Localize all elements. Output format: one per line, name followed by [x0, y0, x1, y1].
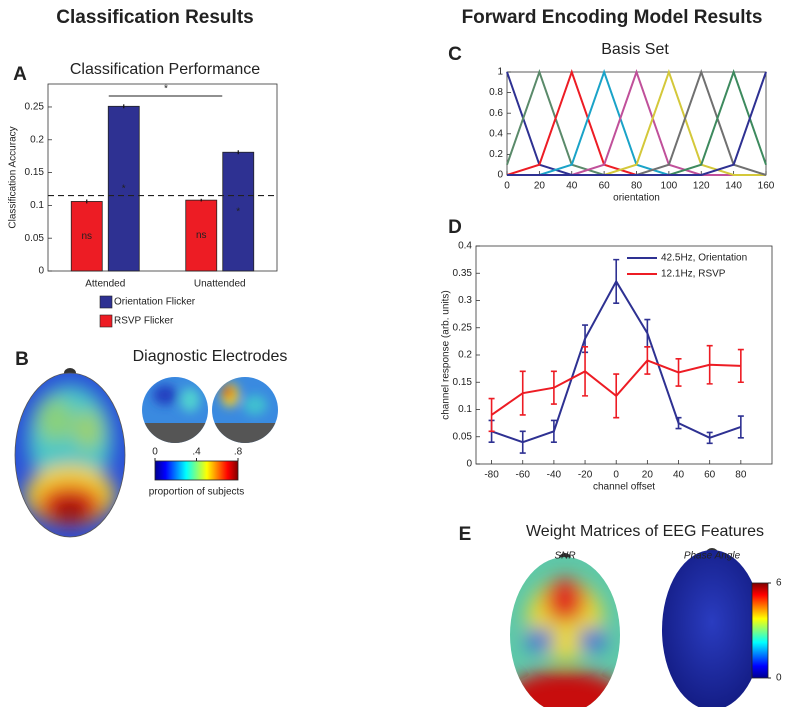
y-tick-label: 0.35	[453, 268, 473, 279]
y-tick-label: 0.1	[30, 200, 44, 211]
y-tick-label: 0	[38, 266, 44, 277]
legend-swatch	[99, 295, 113, 309]
bar-label: ns	[81, 231, 92, 242]
colorbar-tick-label: 6	[776, 578, 782, 589]
plot-frame	[47, 83, 278, 272]
y-tick-label: 0.2	[30, 134, 44, 145]
colorbar-tick-label: .8	[234, 447, 243, 458]
line	[507, 71, 767, 176]
x-axis-label: channel offset	[593, 482, 655, 493]
line	[507, 68, 767, 176]
chart-title: Basis Set	[601, 41, 669, 58]
y-tick-label: 0.8	[489, 87, 503, 98]
line	[507, 68, 767, 176]
y-tick-label: 0.05	[453, 431, 473, 442]
x-tick-label: 100	[661, 181, 678, 192]
y-tick-label: 0.6	[489, 108, 503, 119]
significance-label: *	[164, 84, 168, 95]
x-tick-label: 60	[599, 181, 611, 192]
legend-label: 12.1Hz, RSVP	[661, 269, 726, 280]
y-tick-label: 0.2	[458, 350, 472, 361]
x-tick-label: 80	[735, 470, 747, 481]
colorbar-tick-label: 0	[152, 447, 158, 458]
bar-label: ns	[196, 230, 207, 241]
bar-label: *	[236, 206, 240, 217]
y-axis-label: channel response (arb. units)	[441, 290, 452, 420]
line	[491, 359, 741, 416]
panel-letter: A	[13, 64, 27, 85]
line	[507, 68, 766, 176]
y-tick-label: 0	[466, 459, 472, 470]
y-tick-label: 0.2	[489, 149, 503, 160]
bar-label: *	[122, 183, 126, 194]
chart-title: Classification Performance	[70, 61, 260, 78]
colorbar	[154, 460, 239, 481]
scalp-map	[14, 368, 126, 538]
x-tick-label: 0	[504, 181, 510, 192]
y-tick-label: 0.15	[453, 377, 473, 388]
scalp-map	[142, 377, 278, 443]
panel-letter: D	[448, 217, 462, 238]
line	[507, 68, 766, 176]
x-tick-label: 140	[725, 181, 742, 192]
x-tick-label: -60	[516, 470, 531, 481]
y-tick-label: 0.4	[458, 241, 472, 252]
line	[506, 68, 766, 176]
section-header: Forward Encoding Model Results	[462, 7, 763, 28]
colorbar-tick-label: 0	[776, 673, 782, 684]
scalp-map	[510, 548, 762, 707]
plot-frame	[506, 71, 767, 176]
x-axis-label: orientation	[613, 193, 660, 204]
y-tick-label: 0.4	[489, 128, 503, 139]
colorbar-tick-label: .4	[192, 447, 201, 458]
x-tick-label: 120	[693, 181, 710, 192]
legend-label: RSVP Flicker	[114, 316, 174, 327]
legend-label: Orientation Flicker	[114, 297, 196, 308]
panel-letter: E	[459, 524, 472, 545]
x-tick-label: -80	[484, 470, 499, 481]
map-subtitle: Phase Angle	[684, 551, 741, 562]
x-tick-label: 40	[566, 181, 578, 192]
y-tick-label: 0.3	[458, 295, 472, 306]
y-tick-label: 0.25	[453, 322, 473, 333]
panel-letter: B	[15, 349, 29, 370]
legend-swatch	[99, 314, 113, 328]
y-tick-label: 0.1	[458, 404, 472, 415]
y-tick-label: 0	[497, 170, 503, 181]
colorbar	[751, 582, 769, 679]
legend-label: 42.5Hz, Orientation	[661, 253, 747, 264]
chart-title: Diagnostic Electrodes	[133, 348, 288, 365]
x-tick-label: -20	[578, 470, 593, 481]
bar	[70, 201, 103, 272]
x-tick-label: -40	[547, 470, 562, 481]
line	[507, 68, 766, 176]
chart-title: Weight Matrices of EEG Features	[526, 523, 764, 540]
x-tick-label: 20	[642, 470, 654, 481]
line	[506, 71, 766, 176]
line	[491, 279, 742, 444]
bar	[185, 199, 218, 272]
x-tick-label: 0	[613, 470, 619, 481]
x-tick-label: 160	[758, 181, 775, 192]
section-header: Classification Results	[56, 7, 253, 28]
panel-letter: C	[448, 44, 462, 65]
y-tick-label: 0.05	[25, 233, 45, 244]
x-tick-label: 20	[534, 181, 546, 192]
bar	[222, 151, 255, 272]
x-tick-label: 40	[673, 470, 685, 481]
x-tick-label: Attended	[85, 279, 125, 290]
y-axis-label: Classification Accuracy	[8, 126, 19, 228]
y-tick-label: 0.15	[25, 167, 45, 178]
colorbar-label: proportion of subjects	[149, 487, 245, 498]
y-tick-label: 0.25	[25, 102, 45, 113]
x-tick-label: 80	[631, 181, 643, 192]
map-subtitle: SNR	[554, 551, 575, 562]
x-tick-label: Unattended	[194, 279, 246, 290]
y-tick-label: 1	[497, 67, 503, 78]
x-tick-label: 60	[704, 470, 716, 481]
line	[506, 68, 766, 176]
